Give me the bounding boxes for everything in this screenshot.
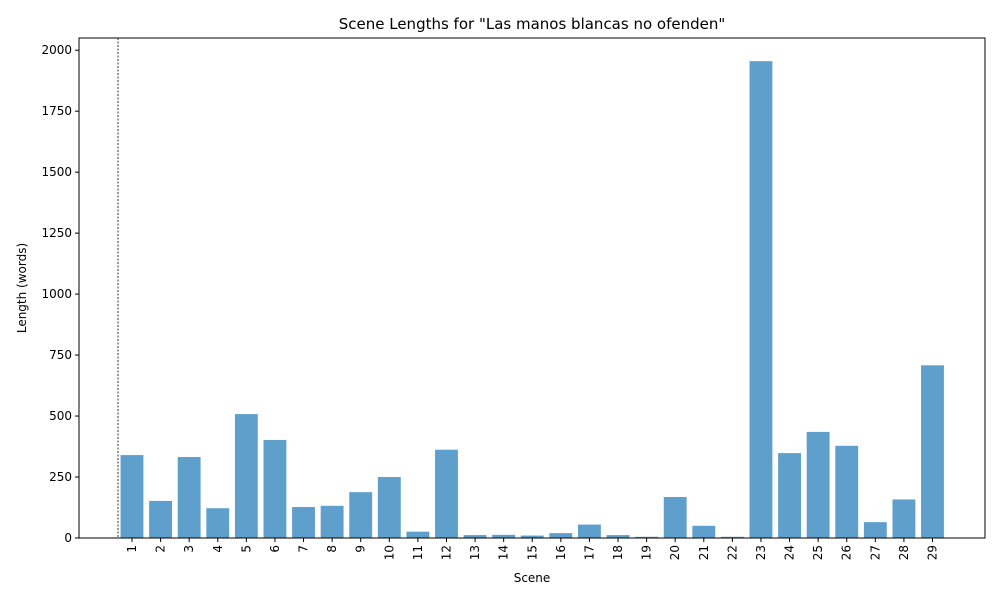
y-tick-label: 750 xyxy=(49,348,72,362)
bar-scene-9 xyxy=(349,492,373,538)
y-axis: 0 250 500 750 1000 1250 1500 1750 2000 xyxy=(41,43,79,545)
bar-scene-15 xyxy=(520,535,544,538)
chart-title: Scene Lengths for "Las manos blancas no … xyxy=(339,15,726,33)
x-tick-label: 8 xyxy=(325,545,339,553)
bar-scene-19 xyxy=(635,536,659,538)
y-tick-label: 2000 xyxy=(41,43,72,57)
bar-scene-20 xyxy=(663,497,687,538)
y-tick-label: 1750 xyxy=(41,104,72,118)
y-tick-label: 1000 xyxy=(41,287,72,301)
x-tick-label: 7 xyxy=(297,545,311,553)
bar-scene-16 xyxy=(549,533,573,538)
x-tick-label: 6 xyxy=(268,545,282,553)
x-tick-label: 24 xyxy=(783,545,797,560)
x-tick-label: 5 xyxy=(239,545,253,553)
bar-scene-24 xyxy=(778,453,801,538)
x-tick-label: 27 xyxy=(868,545,882,560)
bar-scene-11 xyxy=(406,531,430,538)
bar-scene-23 xyxy=(749,61,773,539)
bar-scene-17 xyxy=(577,524,601,538)
bar-scene-8 xyxy=(320,505,344,538)
x-tick-label: 13 xyxy=(468,545,482,560)
x-tick-label: 29 xyxy=(926,545,940,560)
x-axis: 1 2 3 4 5 6 7 8 9 10 11 12 13 14 15 16 17 18 19 20 21 22 23 24 2… xyxy=(125,538,940,560)
x-tick-label: 21 xyxy=(697,545,711,560)
x-tick-label: 9 xyxy=(354,545,368,553)
x-tick-label: 23 xyxy=(754,545,768,560)
x-tick-label: 11 xyxy=(411,545,425,560)
x-tick-label: 15 xyxy=(525,545,539,560)
y-tick-label: 500 xyxy=(49,409,72,423)
y-tick-label: 250 xyxy=(49,470,72,484)
x-tick-label: 10 xyxy=(382,545,396,560)
x-tick-label: 18 xyxy=(611,545,625,560)
x-tick-label: 16 xyxy=(554,545,568,560)
bar-scene-28 xyxy=(892,499,916,538)
y-tick-label: 1500 xyxy=(41,165,72,179)
bar-scene-4 xyxy=(206,508,230,538)
x-tick-label: 14 xyxy=(497,545,511,560)
y-tick-label: 1250 xyxy=(41,226,72,240)
bar-scene-3 xyxy=(177,457,201,538)
bar-scene-18 xyxy=(606,535,630,538)
y-axis-label: Length (words) xyxy=(15,243,29,333)
x-tick-label: 12 xyxy=(439,545,453,560)
bar-scene-1 xyxy=(120,455,144,538)
x-tick-label: 20 xyxy=(668,545,682,560)
bar-scene-12 xyxy=(435,449,458,538)
x-tick-label: 25 xyxy=(811,545,825,560)
bar-scene-14 xyxy=(492,534,516,538)
bar-scene-25 xyxy=(806,431,830,538)
bar-scene-2 xyxy=(149,500,173,538)
bar-scene-7 xyxy=(292,507,315,538)
x-axis-label: Scene xyxy=(514,571,551,585)
x-tick-label: 4 xyxy=(211,545,225,553)
x-tick-label: 22 xyxy=(725,545,739,560)
bar-scene-21 xyxy=(692,525,716,538)
bars-group xyxy=(120,61,944,539)
x-tick-label: 28 xyxy=(897,545,911,560)
x-tick-label: 3 xyxy=(182,545,196,553)
bar-scene-29 xyxy=(921,365,944,538)
bar-scene-5 xyxy=(234,414,258,538)
bar-scene-10 xyxy=(377,477,401,538)
x-tick-label: 26 xyxy=(840,545,854,560)
x-tick-label: 19 xyxy=(640,545,654,560)
y-tick-label: 0 xyxy=(64,531,72,545)
x-tick-label: 1 xyxy=(125,545,139,553)
bar-scene-26 xyxy=(835,445,859,538)
bar-scene-22 xyxy=(720,536,744,538)
x-tick-label: 2 xyxy=(154,545,168,553)
x-tick-label: 17 xyxy=(582,545,596,560)
bar-scene-13 xyxy=(463,535,487,538)
bar-scene-27 xyxy=(863,522,887,538)
bar-scene-6 xyxy=(263,439,287,538)
